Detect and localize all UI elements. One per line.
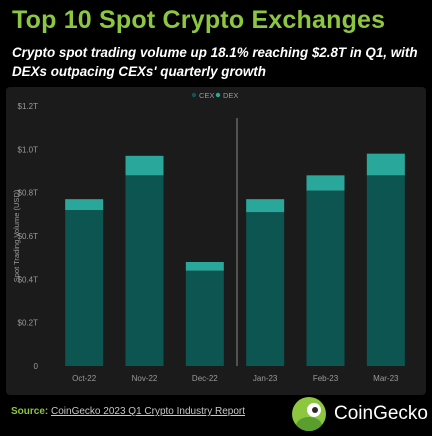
y-axis-title: Spot Trading Volume (USD) [12, 189, 21, 282]
bar-dex [65, 199, 104, 210]
stacked-bar-chart: 0 $0.2T $0.4T $0.6T $0.8T $1.0T $1.2T Spot Trad… [12, 91, 405, 383]
legend-swatch-cex [191, 92, 197, 98]
y-tick-label: 0 [34, 362, 39, 371]
bar-cex [246, 212, 285, 366]
legend-label-cex: CEX [199, 91, 214, 100]
y-tick-label: $0.2T [18, 319, 39, 328]
y-tick-label: $0.8T [18, 189, 39, 198]
source-label: Source: [11, 406, 49, 417]
legend-label-dex: DEX [223, 91, 238, 100]
y-tick-label: $0.6T [18, 232, 39, 241]
chart-panel: 0 $0.2T $0.4T $0.6T $0.8T $1.0T $1.2T Spot Trad… [6, 87, 426, 395]
bar-cex [366, 175, 405, 366]
brand-logo: CoinGecko [292, 396, 428, 432]
x-tick-label: Jan-23 [253, 374, 278, 383]
source-note: Source: CoinGecko 2023 Q1 Crypto Industr… [11, 406, 245, 417]
x-tick-label: Dec-22 [192, 374, 218, 383]
bar-cex [65, 210, 104, 366]
y-tick-label: $1.2T [18, 102, 39, 111]
bar-cex [306, 190, 345, 366]
bar-cex [185, 270, 224, 366]
bar-dex [125, 155, 164, 176]
y-tick-label: $0.4T [18, 275, 39, 284]
x-tick-label: Oct-22 [72, 374, 97, 383]
bar-dex [366, 153, 405, 176]
y-tick-label: $1.0T [18, 145, 39, 154]
x-tick-label: Feb-23 [313, 374, 339, 383]
brand-name: CoinGecko [334, 403, 428, 424]
legend-swatch-dex [215, 92, 221, 98]
chart-subtitle: Crypto spot trading volume up 18.1% reac… [12, 45, 418, 79]
bar-cex [125, 175, 164, 366]
source-link[interactable]: CoinGecko 2023 Q1 Crypto Industry Report [51, 406, 245, 417]
bar-dex [306, 175, 345, 191]
bar-dex [185, 262, 224, 271]
bar-dex [246, 199, 285, 213]
chart-title: Top 10 Spot Crypto Exchanges [12, 6, 386, 34]
gecko-icon [292, 397, 326, 431]
x-tick-label: Mar-23 [373, 374, 399, 383]
x-tick-label: Nov-22 [132, 374, 158, 383]
